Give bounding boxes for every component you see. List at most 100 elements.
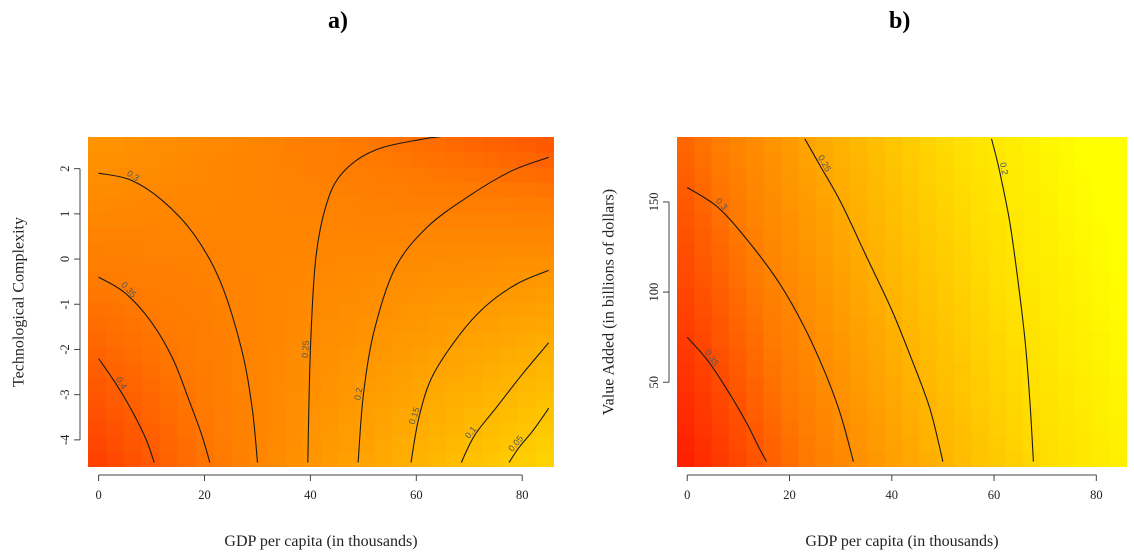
heatmap-cell [410,332,430,348]
heatmap-cell [428,302,448,318]
heatmap-cell [953,437,972,453]
heatmap-cell [88,347,107,363]
heatmap-cell [285,362,304,378]
heatmap-cell [711,167,730,183]
heatmap-cell [123,137,143,153]
heatmap-cell [746,377,765,393]
heatmap-cell [285,287,304,303]
heatmap-cell [374,392,394,408]
y-tick-label: 100 [647,283,661,302]
heatmap-cell [285,377,304,393]
heatmap-cell [392,422,412,438]
heatmap-cell [677,377,695,393]
heatmap-cell [728,362,747,378]
heatmap-cell [677,242,695,258]
heatmap-cell [1075,377,1093,393]
heatmap-cell [1057,452,1076,467]
heatmap-cell [159,317,179,333]
heatmap-cell [105,182,125,198]
heatmap-cell [213,317,232,333]
heatmap-cell [1109,332,1127,348]
heatmap-cell [303,317,322,333]
heatmap-cell [763,257,782,273]
heatmap-cell [303,212,322,228]
heatmap-cell [936,257,955,273]
heatmap-cell [231,137,250,153]
heatmap-cell [123,452,143,467]
heatmap-cell [500,452,519,467]
heatmap-cell [728,272,747,288]
heatmap-cell [936,452,955,467]
heatmap-cell [1109,437,1127,453]
heatmap-cell [1023,287,1042,303]
heatmap-cell [780,182,799,198]
heatmap-cell [902,167,920,183]
heatmap-cell [1092,317,1111,333]
heatmap-cell [105,332,125,348]
heatmap-cell [177,332,197,348]
heatmap-cell [902,257,920,273]
heatmap-cell [177,182,197,198]
heatmap-cell [482,437,501,453]
heatmap-cell [988,212,1007,228]
heatmap-cell [746,272,765,288]
heatmap-cell [392,287,412,303]
y-tick-label: 50 [647,376,661,389]
heatmap-cell [677,197,695,213]
heatmap-cell [953,242,972,258]
heatmap-cell [428,332,448,348]
heatmap-cell [902,452,920,467]
heatmap-cell [1075,302,1093,318]
heatmap-cell [321,452,340,467]
heatmap-cell [953,452,972,467]
heatmap-cell [285,392,304,408]
heatmap-cell [1057,242,1076,258]
heatmap-cell [694,197,713,213]
heatmap-cell [159,212,179,228]
contour-line-0.25 [307,137,442,463]
heatmap-cell [321,152,340,168]
heatmap-cell [815,152,834,168]
heatmap-cell [500,152,519,168]
heatmap-cell [338,242,358,258]
heatmap-cell [953,257,972,273]
heatmap-cell [213,152,232,168]
heatmap-cell [105,317,125,333]
heatmap-cell [953,422,972,438]
heatmap-cell [303,407,322,423]
heatmap-cell [867,452,886,467]
y-axis-title: Value Added (in billions of dollars) [601,189,618,415]
heatmap-cell [711,317,730,333]
heatmap-cell [1057,392,1076,408]
y-tick-label: -3 [58,389,72,399]
heatmap-cell [482,392,501,408]
heatmap-cell [446,152,465,168]
heatmap-cell [988,422,1007,438]
heatmap-cell [1023,392,1042,408]
heatmap-cell [231,377,250,393]
heatmap-cell [1092,302,1111,318]
heatmap-cell [1075,437,1093,453]
heatmap-cell [850,422,868,438]
heatmap-cell [798,227,817,243]
heatmap-cell [953,407,972,423]
heatmap-cell [728,137,747,153]
heatmap-cell [500,242,519,258]
heatmap-cell [536,452,554,467]
heatmap-cell [285,407,304,423]
heatmap-cell [711,257,730,273]
heatmap-cell [1057,377,1076,393]
heatmap-cell [1005,152,1024,168]
heatmap-cell [338,167,358,183]
heatmap-cell [518,392,537,408]
heatmap-cell [867,392,886,408]
heatmap-cell [746,362,765,378]
heatmap-cell [177,347,197,363]
heatmap-cell [867,332,886,348]
heatmap-cell [850,317,868,333]
heatmap-cell [902,197,920,213]
heatmap-cell [971,227,990,243]
heatmap-cell [428,197,448,213]
heatmap-cell [213,422,232,438]
heatmap-cell [464,452,483,467]
